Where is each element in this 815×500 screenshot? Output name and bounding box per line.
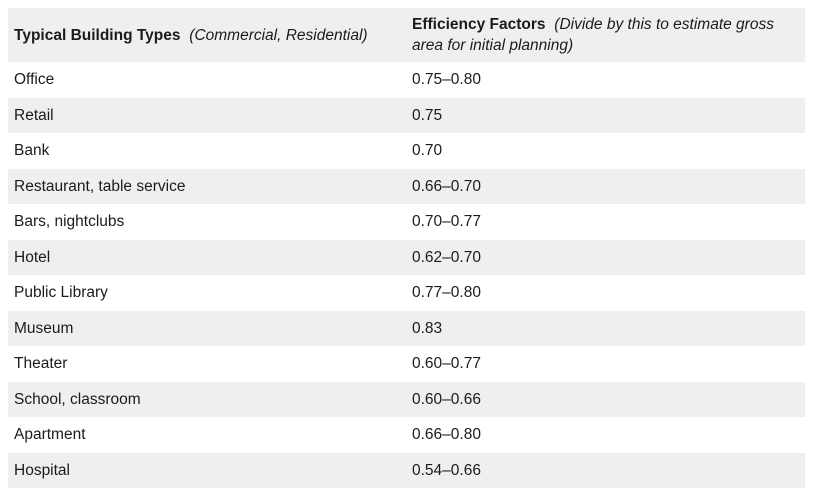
building-type-cell: Retail — [14, 106, 54, 124]
building-type-cell: School, classroom — [14, 390, 141, 408]
table-row: Theater 0.60–0.77 — [8, 346, 805, 382]
efficiency-factor-cell: 0.70 — [412, 142, 443, 160]
building-type-cell: Public Library — [14, 284, 108, 302]
table-row: Retail 0.75 — [8, 97, 805, 133]
table-row: Hospital 0.54–0.66 — [8, 452, 805, 488]
efficiency-factor-cell: 0.75 — [412, 106, 443, 124]
building-type-cell: Theater — [14, 355, 68, 373]
efficiency-factors-header-title: Efficiency Factors — [412, 16, 546, 33]
table-row: Public Library 0.77–0.80 — [8, 275, 805, 311]
building-type-cell: Bank — [14, 142, 50, 160]
building-type-cell: Restaurant, table service — [14, 177, 186, 195]
building-type-cell: Bars, nightclubs — [14, 213, 125, 231]
table-body: Office 0.75–0.80 Retail 0.75 Bank 0.70 R… — [8, 62, 805, 488]
efficiency-factor-cell: 0.60–0.77 — [412, 355, 481, 373]
building-type-cell: Hospital — [14, 461, 70, 479]
building-types-header-title: Typical Building Types — [14, 26, 181, 44]
efficiency-factor-cell: 0.66–0.80 — [412, 426, 481, 444]
efficiency-factor-cell: 0.75–0.80 — [412, 71, 481, 89]
table-row: Museum 0.83 — [8, 310, 805, 346]
efficiency-factor-cell: 0.83 — [412, 319, 443, 337]
efficiency-factors-header-note: (Divide by this to estimate gross area f… — [412, 16, 774, 54]
building-types-header-note: (Commercial, Residential) — [189, 26, 368, 44]
building-type-cell: Apartment — [14, 426, 86, 444]
efficiency-factor-cell: 0.60–0.66 — [412, 390, 481, 408]
table-row: Hotel 0.62–0.70 — [8, 239, 805, 275]
table-row: Bars, nightclubs 0.70–0.77 — [8, 204, 805, 240]
efficiency-factor-cell: 0.70–0.77 — [412, 213, 481, 231]
efficiency-factor-cell: 0.77–0.80 — [412, 284, 481, 302]
table-row: Apartment 0.66–0.80 — [8, 417, 805, 453]
table-row: Bank 0.70 — [8, 133, 805, 169]
building-type-cell: Office — [14, 71, 55, 89]
table-row: School, classroom 0.60–0.66 — [8, 381, 805, 417]
efficiency-factor-cell: 0.62–0.70 — [412, 248, 481, 266]
header-col-efficiency-factors: Efficiency Factors (Divide by this to es… — [412, 14, 805, 56]
efficiency-factor-cell: 0.54–0.66 — [412, 461, 481, 479]
header-col-building-types: Typical Building Types (Commercial, Resi… — [8, 25, 412, 46]
building-efficiency-table: Typical Building Types (Commercial, Resi… — [8, 8, 805, 488]
table-header-row: Typical Building Types (Commercial, Resi… — [8, 8, 805, 62]
building-type-cell: Museum — [14, 319, 74, 337]
table-row: Restaurant, table service 0.66–0.70 — [8, 168, 805, 204]
table-row: Office 0.75–0.80 — [8, 62, 805, 98]
building-type-cell: Hotel — [14, 248, 51, 266]
efficiency-factor-cell: 0.66–0.70 — [412, 177, 481, 195]
